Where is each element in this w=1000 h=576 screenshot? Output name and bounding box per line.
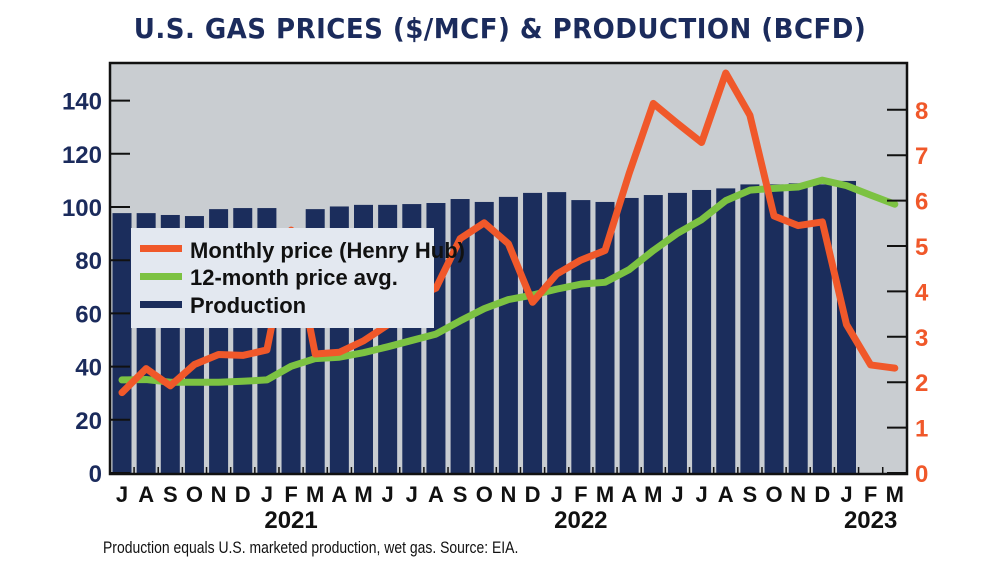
x-axis-label: N: [500, 482, 516, 507]
x-axis-label: S: [163, 482, 178, 507]
left-axis-label: 120: [62, 142, 102, 169]
year-label: 2021: [264, 507, 317, 534]
production-bar: [523, 192, 543, 474]
left-axis-label: 80: [75, 248, 102, 275]
x-axis-label: N: [790, 482, 806, 507]
x-axis-label: A: [138, 482, 154, 507]
production-bar: [112, 213, 132, 474]
production-bar: [547, 192, 567, 473]
x-axis-label: F: [864, 482, 877, 507]
legend-label-production: Production: [190, 293, 306, 318]
x-axis-label: A: [718, 482, 734, 507]
x-axis-label: M: [886, 482, 904, 507]
right-axis-label: 7: [915, 143, 928, 170]
x-axis-label: F: [284, 482, 297, 507]
x-axis-label: A: [621, 482, 637, 507]
x-axis-label: S: [453, 482, 468, 507]
x-axis-label: A: [331, 482, 347, 507]
footnote: Production equals U.S. marketed producti…: [103, 538, 519, 557]
legend-swatch-price: [140, 245, 182, 252]
x-axis-label: N: [211, 482, 227, 507]
x-axis-label: J: [840, 482, 852, 507]
right-axis-label: 3: [915, 325, 928, 352]
x-axis-label: M: [596, 482, 614, 507]
right-axis-label: 8: [915, 98, 928, 125]
production-bar: [498, 196, 518, 473]
chart-title: U.S. GAS PRICES ($/MCF) & PRODUCTION (BC…: [133, 12, 867, 45]
left-axis-label: 20: [75, 408, 102, 435]
production-bar: [764, 184, 784, 473]
legend-swatch-production: [140, 301, 182, 308]
production-bar: [474, 201, 494, 474]
left-axis-label: 40: [75, 355, 102, 382]
x-axis-label: J: [551, 482, 563, 507]
x-axis-label: D: [235, 482, 251, 507]
x-axis-label: A: [428, 482, 444, 507]
year-label: 2022: [554, 507, 607, 534]
production-bar: [667, 192, 687, 474]
x-axis-label: J: [116, 482, 128, 507]
x-axis-label: J: [261, 482, 273, 507]
legend: Monthly price (Henry Hub) 12-month price…: [131, 228, 465, 328]
plot-frame: [108, 61, 909, 476]
legend-label-price: Monthly price (Henry Hub): [190, 238, 465, 263]
right-axis-label: 2: [915, 370, 928, 397]
left-axis-label: 140: [62, 89, 102, 116]
x-axis-label: D: [814, 482, 830, 507]
production-bar: [619, 197, 639, 473]
right-axis-label: 0: [915, 461, 928, 488]
right-axis-label: 6: [915, 189, 928, 216]
left-axis-label: 100: [62, 195, 102, 222]
left-axis-label: 0: [89, 461, 102, 488]
price-lines: [118, 69, 899, 397]
production-bar: [740, 184, 760, 473]
x-axis-label: M: [306, 482, 324, 507]
production-bar: [788, 183, 808, 474]
production-bar: [692, 189, 712, 473]
year-label: 2023: [844, 507, 897, 534]
right-axis-label: 5: [915, 234, 928, 261]
production-bar: [595, 201, 615, 474]
x-axis-label: M: [354, 482, 372, 507]
x-axis-label: O: [476, 482, 493, 507]
production-bar: [450, 199, 470, 473]
production-bar: [716, 188, 736, 473]
right-axis-label: 4: [915, 279, 929, 306]
production-bar: [643, 195, 663, 473]
legend-label-avg: 12-month price avg.: [190, 265, 398, 290]
x-axis-label: O: [765, 482, 782, 507]
legend-swatch-avg: [140, 273, 182, 280]
x-axis-label: F: [574, 482, 587, 507]
left-axis-label: 60: [75, 301, 102, 328]
x-axis-label: J: [382, 482, 394, 507]
production-bar: [571, 200, 591, 474]
x-axis-label: M: [644, 482, 662, 507]
x-axis-label: J: [671, 482, 683, 507]
x-axis-label: O: [186, 482, 203, 507]
x-axis-label: J: [695, 482, 707, 507]
x-axis-label: D: [525, 482, 541, 507]
right-axis-label: 1: [915, 416, 928, 443]
x-axis-label: S: [743, 482, 758, 507]
x-axis-label: J: [406, 482, 418, 507]
